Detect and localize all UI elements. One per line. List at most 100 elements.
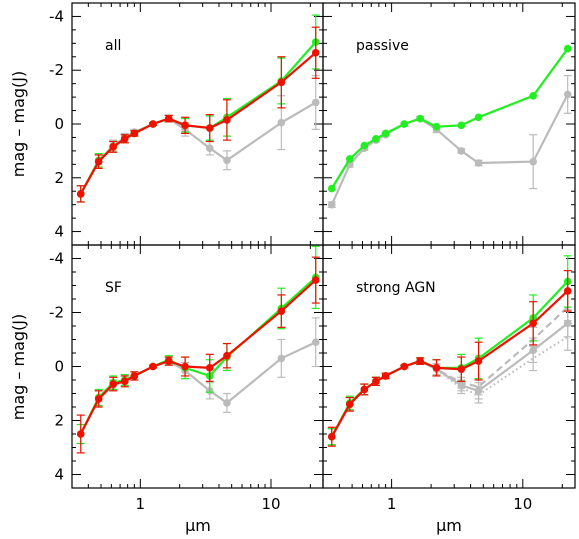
data-point [120, 377, 129, 386]
x-tick-label: 1 [387, 495, 397, 513]
series-group [327, 255, 572, 447]
panel-title: passive [356, 38, 409, 54]
data-point [457, 121, 466, 130]
x-tick-label: 10 [513, 495, 532, 513]
data-point [94, 395, 103, 403]
data-point [327, 184, 336, 193]
data-point [277, 307, 286, 315]
data-point [457, 365, 466, 374]
data-point [223, 116, 231, 124]
data-point [76, 430, 85, 438]
data-point [223, 399, 231, 407]
data-point [563, 287, 572, 295]
data-point [345, 400, 354, 409]
data-point [474, 113, 483, 122]
y-tick-label: 2 [54, 412, 64, 430]
data-point [327, 200, 336, 209]
data-point [416, 357, 424, 365]
data-point [563, 44, 572, 53]
x-tick-label: 10 [261, 495, 280, 513]
y-tick-label: -4 [49, 7, 64, 25]
data-point [311, 98, 320, 107]
data-point [360, 141, 369, 150]
data-point [360, 385, 369, 394]
data-point [130, 372, 139, 380]
panel-title: all [105, 38, 121, 54]
data-point [109, 380, 117, 388]
data-point [277, 354, 286, 363]
plot-layer: all -4 -2 0 2 4 passive SF -4 -2 0 2 4 1 10 strong AGN 1… [49, 2, 576, 513]
data-point [372, 134, 380, 143]
data-point [164, 357, 173, 365]
data-point [529, 157, 537, 166]
series-group [327, 44, 572, 209]
data-point [149, 120, 157, 128]
data-point [311, 276, 320, 284]
data-point [94, 157, 103, 166]
data-point [164, 114, 173, 123]
panel-bottom-right: strong AGN 1 10 [322, 244, 576, 513]
data-point [474, 159, 483, 167]
data-point [149, 362, 157, 371]
data-point [223, 156, 231, 165]
y-tick-label: 2 [54, 169, 64, 187]
series-group [76, 245, 320, 454]
data-point [223, 351, 231, 360]
series-line [330, 290, 569, 438]
y-axis-title-top: mag – mag(J) [9, 71, 28, 177]
data-point [205, 124, 214, 132]
x-tick-label: 1 [136, 495, 146, 513]
data-point [400, 120, 409, 128]
data-point [474, 357, 483, 365]
data-point [529, 319, 537, 328]
panel-top-right: passive [322, 2, 576, 246]
series-group [76, 14, 320, 203]
data-point [120, 134, 129, 143]
y-tick-label: 4 [54, 223, 64, 241]
y-tick-label: -2 [49, 304, 64, 322]
x-axis-title-left: μm [185, 516, 211, 535]
data-point [76, 190, 85, 198]
panel-title: SF [105, 280, 122, 296]
data-point [432, 364, 441, 372]
data-point [381, 129, 390, 138]
series-gray-solid [76, 74, 320, 203]
data-point [529, 91, 537, 100]
series-red-solid [327, 270, 572, 447]
series-line [79, 41, 317, 195]
y-tick-label: 0 [54, 358, 64, 376]
panel-top-left: all -4 -2 0 2 4 [49, 2, 324, 246]
y-tick-label: -4 [49, 250, 64, 268]
panel-title: strong AGN [356, 280, 436, 296]
y-axis-title-bottom: mag – mag(J) [9, 314, 28, 420]
data-point [432, 122, 441, 131]
x-axis-title-right: μm [436, 516, 462, 535]
panel-bottom-left: SF -4 -2 0 2 4 1 10 [49, 244, 324, 513]
y-tick-label: -2 [49, 61, 64, 79]
data-point [311, 48, 320, 57]
y-tick-label: 0 [54, 115, 64, 133]
y-tick-label: 4 [54, 466, 64, 484]
data-point [311, 338, 320, 347]
data-point [457, 147, 466, 155]
data-point [205, 144, 214, 152]
data-point [416, 114, 424, 123]
series-line [330, 48, 569, 190]
data-point [372, 377, 380, 386]
data-point [327, 432, 336, 441]
data-point [277, 78, 286, 87]
data-point [563, 90, 572, 99]
panel-frame [322, 244, 576, 489]
data-point [109, 143, 117, 151]
series-red-solid [76, 256, 320, 454]
data-point [400, 362, 409, 371]
data-point [381, 372, 390, 380]
data-point [130, 129, 139, 138]
data-point [181, 362, 189, 371]
data-point [181, 121, 189, 130]
series-green-solid [327, 44, 572, 193]
data-point [205, 364, 214, 372]
data-point [277, 118, 286, 127]
series-green-solid [76, 245, 320, 445]
